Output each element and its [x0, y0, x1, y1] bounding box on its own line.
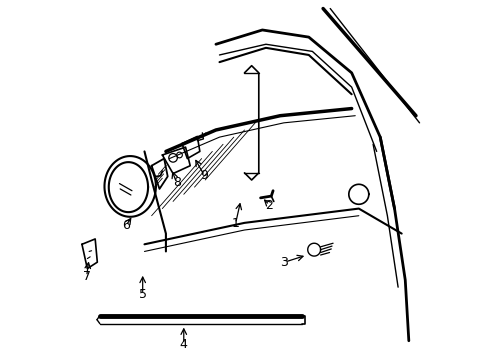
Text: 5: 5 — [139, 288, 146, 301]
Text: 9: 9 — [200, 169, 208, 182]
Text: 3: 3 — [280, 256, 288, 269]
Text: 6: 6 — [122, 219, 130, 232]
Text: 8: 8 — [172, 176, 180, 189]
Text: 7: 7 — [82, 270, 90, 283]
Text: 2: 2 — [265, 198, 273, 212]
Text: 4: 4 — [180, 338, 187, 351]
Text: 1: 1 — [231, 217, 239, 230]
